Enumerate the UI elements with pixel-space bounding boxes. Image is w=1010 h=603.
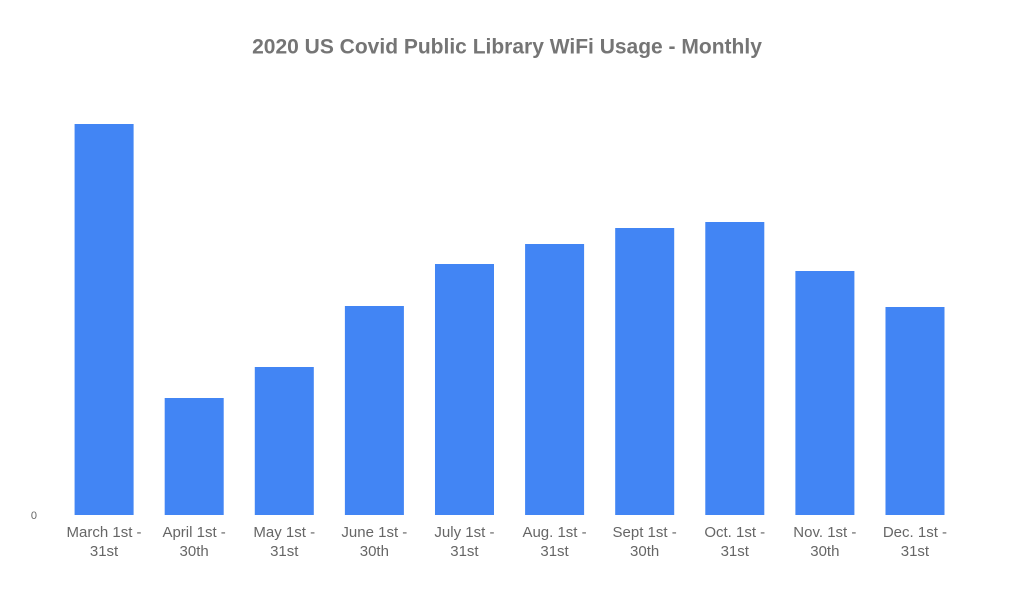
chart-title: 2020 US Covid Public Library WiFi Usage …	[252, 36, 762, 59]
x-tick-label: June 1st - 30th	[341, 524, 408, 560]
bar	[615, 228, 675, 515]
x-tick-label: Dec. 1st - 31st	[882, 524, 948, 560]
bar	[164, 398, 224, 515]
bar	[705, 222, 765, 515]
x-tick-label: Aug. 1st - 31st	[522, 524, 587, 560]
bar	[525, 244, 585, 515]
x-tick-label: May 1st - 31st	[253, 524, 316, 560]
bar	[74, 124, 134, 515]
bar	[795, 271, 855, 515]
bar	[344, 306, 404, 515]
bar	[434, 264, 495, 515]
x-tick-label: Oct. 1st - 31st	[704, 524, 766, 560]
x-tick-label: Nov. 1st - 30th	[793, 524, 857, 560]
x-tick-label: March 1st - 31st	[66, 524, 142, 560]
x-tick-label: April 1st - 30th	[162, 524, 226, 560]
y-tick-label: 0	[31, 510, 37, 522]
bar	[254, 367, 314, 515]
bar	[885, 307, 945, 515]
x-tick-label: July 1st - 31st	[434, 524, 495, 560]
x-tick-label: Sept 1st - 30th	[612, 524, 677, 560]
